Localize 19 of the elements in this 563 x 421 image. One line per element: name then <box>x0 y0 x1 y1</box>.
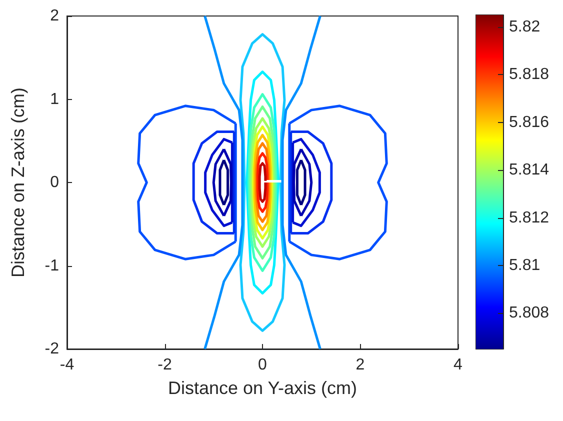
color-bar-label: 5.812 <box>509 209 550 226</box>
y-axis-title: Distance on Z-axis (cm) <box>8 87 28 278</box>
x-axis-title: Distance on Y-axis (cm) <box>168 378 358 398</box>
y-tick-label: 2 <box>50 8 60 24</box>
x-tick-label: 4 <box>454 356 463 374</box>
color-bar-label: 5.808 <box>509 304 550 322</box>
color-bar-label: 5.82 <box>509 18 540 36</box>
x-tick-label: -4 <box>60 356 74 374</box>
x-tick-label: -2 <box>158 356 172 374</box>
color-bar-label: 5.816 <box>509 114 550 131</box>
x-tick-label: 0 <box>258 356 268 374</box>
color-bar-label: 5.81 <box>509 257 540 274</box>
color-bar-label: 5.814 <box>509 162 550 179</box>
x-tick-label: 2 <box>356 356 365 374</box>
y-tick-label: 0 <box>50 174 60 191</box>
color-bar-label: 5.818 <box>509 66 550 84</box>
y-tick-label: -2 <box>44 340 60 358</box>
y-tick-label: -1 <box>44 257 60 274</box>
y-tick-label: 1 <box>50 90 60 108</box>
